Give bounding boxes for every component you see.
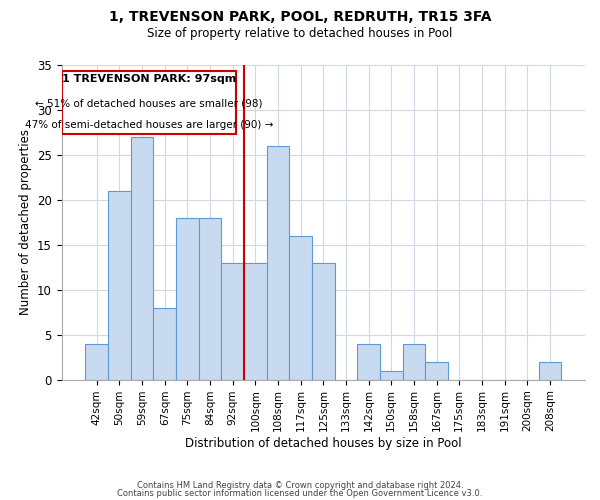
- Bar: [176, 218, 199, 380]
- Bar: [131, 137, 154, 380]
- X-axis label: Distribution of detached houses by size in Pool: Distribution of detached houses by size …: [185, 437, 461, 450]
- Bar: [62, 72, 236, 134]
- Text: 47% of semi-detached houses are larger (90) →: 47% of semi-detached houses are larger (…: [25, 120, 273, 130]
- Bar: [289, 236, 312, 380]
- Bar: [358, 344, 380, 380]
- Text: ← 51% of detached houses are smaller (98): ← 51% of detached houses are smaller (98…: [35, 98, 263, 108]
- Text: 1 TREVENSON PARK: 97sqm: 1 TREVENSON PARK: 97sqm: [62, 74, 236, 85]
- Bar: [312, 262, 335, 380]
- Bar: [154, 308, 176, 380]
- Y-axis label: Number of detached properties: Number of detached properties: [19, 130, 32, 316]
- Text: Contains public sector information licensed under the Open Government Licence v3: Contains public sector information licen…: [118, 488, 482, 498]
- Bar: [425, 362, 448, 380]
- Bar: [403, 344, 425, 380]
- Text: 1, TREVENSON PARK, POOL, REDRUTH, TR15 3FA: 1, TREVENSON PARK, POOL, REDRUTH, TR15 3…: [109, 10, 491, 24]
- Text: Contains HM Land Registry data © Crown copyright and database right 2024.: Contains HM Land Registry data © Crown c…: [137, 481, 463, 490]
- Bar: [221, 262, 244, 380]
- Bar: [108, 191, 131, 380]
- Bar: [85, 344, 108, 380]
- Bar: [539, 362, 561, 380]
- Bar: [244, 262, 267, 380]
- Text: Size of property relative to detached houses in Pool: Size of property relative to detached ho…: [148, 28, 452, 40]
- Bar: [380, 370, 403, 380]
- Bar: [199, 218, 221, 380]
- Bar: [267, 146, 289, 380]
